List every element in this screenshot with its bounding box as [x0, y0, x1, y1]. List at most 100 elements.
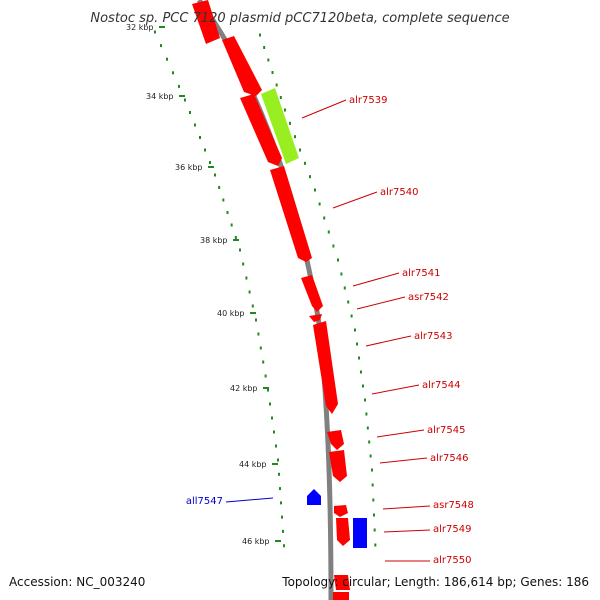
outer-tick-dot [337, 258, 339, 262]
highlighted-gene-block [261, 88, 299, 164]
inner-tick-dot [245, 276, 248, 280]
accession-text: Accession: NC_003240 [9, 575, 145, 589]
gene-label-all7547[interactable]: all7547 [186, 496, 223, 507]
outer-tick-dot [371, 468, 373, 472]
scale-labels: 32 kbp 34 kbp 36 kbp 38 kbp 40 kbp 42 kbp 44 k… [126, 23, 281, 546]
outer-tick-dot [323, 216, 326, 220]
gene-label-alr7539[interactable]: alr7539 [349, 95, 387, 106]
outer-tick-track [259, 33, 377, 547]
forward-gene-arrow [270, 166, 312, 262]
inner-tick-dot [184, 98, 186, 102]
inner-tick-dot [259, 346, 262, 350]
outer-tick-dot [356, 342, 358, 346]
gene-leader-line [379, 457, 428, 464]
inner-tick-dot [214, 173, 216, 177]
forward-gene-arrow [334, 505, 348, 517]
inner-tick-dot [230, 223, 233, 227]
scale-tick [275, 540, 281, 542]
scale-label: 46 kbp [242, 537, 270, 546]
gene-label-alr7541[interactable]: alr7541 [402, 268, 440, 279]
gene-label-alr7540[interactable]: alr7540 [380, 187, 418, 198]
scale-tick [233, 239, 239, 241]
outer-tick-dot [354, 328, 356, 332]
outer-tick-dot [365, 412, 368, 416]
outer-tick-dot [373, 528, 376, 532]
inner-tick-dot [255, 318, 257, 322]
inner-tick-dot [275, 444, 277, 448]
scale-label: 44 kbp [239, 460, 267, 469]
outer-tick-dot [284, 108, 286, 112]
forward-gene-arrow [309, 314, 322, 322]
gene-leader-line [371, 384, 420, 395]
gene-label-alr7543[interactable]: alr7543 [414, 331, 452, 342]
forward-gene-arrow [240, 94, 282, 166]
inner-tick-dot [278, 472, 280, 476]
forward-gene-arrow [329, 450, 347, 482]
outer-tick-dot [309, 175, 311, 179]
outer-tick-dot [358, 356, 360, 360]
outer-tick-dot [343, 286, 346, 290]
outer-tick-dot [372, 498, 375, 502]
outer-tick-dot [350, 314, 353, 318]
inner-tick-dot [279, 487, 281, 491]
outer-tick-dot [366, 426, 369, 430]
inner-tick-dot [277, 458, 279, 462]
gene-leader-line [352, 272, 400, 287]
scale-tick [250, 312, 256, 314]
inner-tick-dot [273, 430, 275, 434]
inner-tick-dot [264, 374, 267, 378]
reverse-gene-arrow [307, 489, 321, 505]
scale-label: 42 kbp [230, 384, 258, 393]
outer-tick-dot [289, 121, 291, 125]
outer-tick-dot [368, 440, 371, 444]
inner-tick-dot [166, 57, 168, 61]
forward-gene-arrow [336, 518, 350, 546]
gene-features [192, 0, 367, 600]
scale-label: 38 kbp [200, 236, 228, 245]
outer-tick-dot [347, 300, 350, 304]
gene-leader-line [332, 191, 378, 209]
inner-tick-dot [280, 501, 282, 505]
gene-label-asr7542[interactable]: asr7542 [408, 292, 449, 303]
scale-tick [263, 387, 269, 389]
outer-tick-dot [259, 33, 261, 37]
gene-label-alr7546[interactable]: alr7546 [430, 453, 468, 464]
forward-gene-arrow [313, 321, 338, 414]
outer-tick-dot [369, 454, 372, 458]
gene-leader-line [225, 497, 274, 503]
inner-tick-dot [199, 136, 201, 139]
outer-tick-dot [362, 384, 364, 388]
gene-label-asr7548[interactable]: asr7548 [433, 500, 474, 511]
inner-tick-dot [239, 248, 241, 252]
reverse-gene-block [353, 518, 367, 548]
outer-tick-dot [374, 543, 377, 547]
outer-tick-dot [327, 230, 330, 234]
map-title: Nostoc sp. PCC 7120 plasmid pCC7120beta,… [90, 11, 509, 26]
inner-tick-dot [281, 515, 283, 519]
gene-labels: alr7539 alr7540 alr7541 asr7542 alr7543 alr75… [186, 95, 474, 566]
forward-gene-arrow [192, 0, 220, 44]
scale-tick [159, 26, 165, 28]
forward-gene-arrow [222, 36, 262, 96]
gene-leader-line [365, 335, 412, 347]
inner-tick-dot [160, 44, 162, 48]
inner-tick-dot [194, 123, 196, 127]
gene-leader-line [376, 429, 425, 438]
outer-tick-dot [279, 96, 282, 99]
inner-tick-dot [209, 161, 211, 164]
gene-label-alr7550[interactable]: alr7550 [433, 555, 471, 566]
gene-label-alr7549[interactable]: alr7549 [433, 524, 471, 535]
outer-tick-dot [364, 398, 366, 402]
inner-tick-dot [282, 529, 284, 533]
gene-label-alr7544[interactable]: alr7544 [422, 380, 460, 391]
inner-tick-dot [251, 304, 254, 308]
inner-tick-dot [178, 84, 180, 88]
inner-tick-dot [189, 111, 191, 114]
gene-label-alr7545[interactable]: alr7545 [427, 425, 465, 436]
gene-leader-line [356, 296, 406, 310]
forward-gene-arrow [334, 575, 350, 590]
inner-tick-dot [172, 71, 174, 75]
outer-tick-dot [373, 513, 375, 517]
inner-tick-dot [218, 186, 221, 189]
